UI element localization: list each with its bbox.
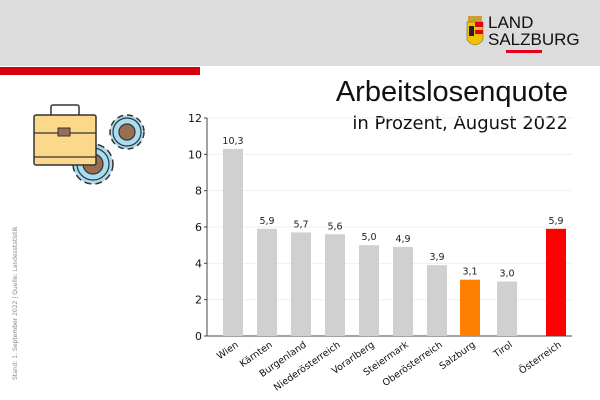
data-label: 5,9 bbox=[548, 216, 563, 227]
data-label: 3,9 bbox=[429, 252, 444, 263]
bar-vorarlberg bbox=[359, 245, 379, 336]
y-tick-label: 12 bbox=[188, 112, 202, 125]
y-tick-label: 2 bbox=[195, 294, 202, 307]
data-label: 5,0 bbox=[361, 232, 376, 243]
x-tick-label: Oberösterreich bbox=[381, 339, 445, 388]
bar-wien bbox=[223, 148, 243, 336]
data-label: 5,6 bbox=[327, 221, 342, 232]
bar-burgenland bbox=[291, 232, 311, 336]
x-tick-label: Österreich bbox=[517, 339, 564, 376]
x-tick-label: Wien bbox=[215, 339, 241, 362]
accent-bar bbox=[0, 67, 200, 75]
y-tick-label: 4 bbox=[195, 257, 202, 270]
coat-of-arms-icon bbox=[466, 16, 484, 46]
gear-icon bbox=[109, 114, 145, 150]
logo-underline bbox=[506, 50, 542, 53]
header-band bbox=[0, 0, 600, 66]
data-label: 10,3 bbox=[222, 136, 243, 147]
bar-niederösterreich bbox=[325, 234, 345, 336]
briefcase-icon bbox=[33, 104, 97, 166]
logo-line2: SALZBURG bbox=[488, 30, 580, 49]
bar-salzburg bbox=[460, 279, 480, 336]
y-tick-label: 6 bbox=[195, 221, 202, 234]
land-salzburg-logo[interactable]: LAND SALZBURG bbox=[466, 14, 586, 54]
y-tick-label: 10 bbox=[188, 148, 202, 161]
bar-oberösterreich bbox=[427, 265, 447, 336]
data-label: 5,9 bbox=[259, 216, 274, 227]
data-label: 5,7 bbox=[293, 219, 308, 230]
bar-tirol bbox=[497, 281, 517, 336]
data-label: 4,9 bbox=[395, 234, 410, 245]
logo-line1: LAND bbox=[488, 13, 534, 32]
x-tick-label: Tirol bbox=[491, 339, 515, 360]
y-tick-label: 0 bbox=[195, 330, 202, 343]
data-label: 3,0 bbox=[499, 269, 514, 280]
data-label: 3,1 bbox=[462, 267, 477, 278]
y-tick-label: 8 bbox=[195, 185, 202, 198]
x-tick-label: Salzburg bbox=[438, 339, 478, 372]
bar-kärnten bbox=[257, 228, 277, 336]
bar-steiermark bbox=[393, 246, 413, 336]
bar-österreich bbox=[546, 228, 566, 336]
chart-title: Arbeitslosenquote bbox=[335, 76, 568, 108]
briefcase-gears-illustration bbox=[33, 104, 145, 185]
